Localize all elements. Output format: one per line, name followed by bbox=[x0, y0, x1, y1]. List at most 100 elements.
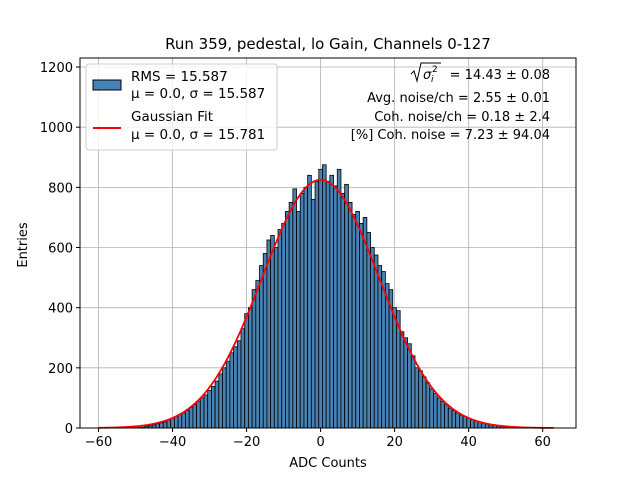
legend-hist-line1: RMS = 15.587 bbox=[131, 69, 228, 85]
histogram-bar bbox=[229, 352, 235, 429]
coh-noise-pct-text: [%] Coh. noise = 7.23 ± 94.04 bbox=[351, 128, 550, 143]
y-axis-label: Entries bbox=[16, 222, 31, 268]
histogram-bar bbox=[366, 232, 371, 429]
x-tick-label: 40 bbox=[460, 435, 477, 450]
legend-fit-line2: μ = 0.0, σ = 15.781 bbox=[131, 127, 265, 143]
histogram-bar bbox=[188, 407, 194, 429]
histogram-bar bbox=[407, 343, 412, 429]
histogram-bar bbox=[410, 355, 416, 429]
legend-patch-histogram bbox=[92, 79, 122, 91]
x-tick-label: −60 bbox=[85, 435, 112, 450]
histogram-bar bbox=[277, 229, 283, 429]
histogram-bar bbox=[307, 174, 312, 429]
histogram-bar bbox=[355, 211, 360, 429]
histogram-bar bbox=[240, 328, 246, 429]
histogram-bar bbox=[159, 422, 164, 429]
histogram-bar bbox=[285, 211, 290, 429]
fit-layer bbox=[98, 178, 554, 429]
histogram-bar bbox=[447, 407, 453, 429]
histogram-bar bbox=[310, 198, 316, 429]
histogram-bar bbox=[222, 367, 227, 429]
histogram-bar bbox=[185, 410, 190, 429]
histogram-bar bbox=[299, 192, 305, 429]
coh-noise-text: Coh. noise/ch = 0.18 ± 2.4 bbox=[374, 110, 550, 125]
stats-annotations: σ i 2 = 14.43 ± 0.08 Avg. noise/ch = 2.5… bbox=[351, 62, 550, 143]
histogram-bar bbox=[196, 400, 201, 429]
histogram-bar bbox=[451, 410, 457, 429]
histogram-bar bbox=[211, 386, 216, 429]
y-tick-label: 800 bbox=[48, 181, 73, 196]
histogram-bar bbox=[281, 223, 286, 429]
sigma-superscript: 2 bbox=[432, 65, 438, 75]
histogram-bar bbox=[344, 183, 349, 429]
histogram-bar bbox=[347, 201, 353, 429]
chart-title: Run 359, pedestal, lo Gain, Channels 0-1… bbox=[165, 35, 491, 53]
sigma-formula: σ i 2 = 14.43 ± 0.08 bbox=[410, 62, 550, 85]
y-tick-label: 0 bbox=[65, 422, 73, 437]
x-tick-label: −20 bbox=[233, 435, 260, 450]
x-tick-label: −40 bbox=[159, 435, 186, 450]
histogram-bar bbox=[325, 180, 331, 429]
histogram-bar bbox=[236, 340, 242, 429]
histogram-bar bbox=[322, 164, 327, 429]
histogram-bar bbox=[340, 192, 346, 429]
histogram-bar bbox=[273, 247, 279, 429]
legend-hist-line2: μ = 0.0, σ = 15.587 bbox=[131, 86, 265, 102]
histogram-bar bbox=[288, 201, 294, 429]
grid-layer bbox=[80, 58, 576, 429]
bars-layer bbox=[133, 164, 520, 429]
histogram-bar bbox=[351, 214, 357, 429]
histogram-bar bbox=[370, 247, 375, 429]
histogram-bar bbox=[173, 416, 179, 429]
histogram-bar bbox=[377, 265, 383, 429]
histogram-bar bbox=[455, 412, 460, 429]
histogram-bar bbox=[199, 397, 205, 429]
histogram-bar bbox=[444, 404, 449, 429]
histogram-bar bbox=[218, 373, 223, 429]
histogram-bar bbox=[470, 419, 475, 429]
histogram-bar bbox=[433, 393, 438, 429]
histogram-bar bbox=[181, 412, 186, 429]
sigma-subscript: i bbox=[431, 75, 434, 85]
sigma-symbol: σ bbox=[423, 68, 432, 83]
y-tick-label: 600 bbox=[48, 242, 73, 257]
histogram-bar bbox=[248, 307, 253, 429]
y-tick-label: 1200 bbox=[40, 61, 73, 76]
histogram-bar bbox=[177, 414, 183, 429]
avg-noise-text: Avg. noise/ch = 2.55 ± 0.01 bbox=[367, 91, 550, 106]
legend: RMS = 15.587 μ = 0.0, σ = 15.587 Gaussia… bbox=[85, 63, 278, 151]
histogram-bar bbox=[207, 389, 212, 429]
y-tick-label: 1000 bbox=[40, 121, 73, 136]
histogram-bar bbox=[436, 397, 442, 429]
histogram-bar bbox=[244, 313, 249, 429]
x-tick-label: 60 bbox=[534, 435, 551, 450]
histogram-bar bbox=[403, 337, 408, 429]
histogram-bar bbox=[162, 421, 168, 429]
x-tick-label: 20 bbox=[386, 435, 403, 450]
histogram-bar bbox=[192, 404, 197, 429]
histogram-bar bbox=[203, 394, 209, 429]
histogram-bar bbox=[270, 235, 275, 429]
histogram-bar bbox=[333, 185, 338, 429]
histogram-bar bbox=[329, 174, 334, 429]
histogram-bar bbox=[296, 211, 301, 429]
histogram-bar bbox=[155, 423, 160, 429]
histogram-bar bbox=[425, 382, 431, 429]
y-tick-label: 400 bbox=[48, 302, 73, 317]
histogram-bar bbox=[362, 217, 368, 429]
histogram-bar bbox=[359, 223, 364, 429]
histogram-bar bbox=[466, 417, 471, 429]
histogram-bar bbox=[384, 283, 390, 429]
sigma-value: = 14.43 ± 0.08 bbox=[450, 68, 550, 83]
y-tick-label: 200 bbox=[48, 362, 73, 377]
histogram-bar bbox=[266, 239, 272, 429]
histogram-bar bbox=[225, 360, 231, 429]
histogram-bar bbox=[262, 253, 268, 429]
histogram-bar bbox=[462, 416, 468, 429]
histogram-bar bbox=[421, 376, 427, 429]
histogram-bar bbox=[399, 331, 405, 429]
histogram-bar bbox=[251, 289, 257, 429]
histogram-bar bbox=[170, 417, 175, 429]
legend-fit-line1: Gaussian Fit bbox=[131, 109, 213, 125]
